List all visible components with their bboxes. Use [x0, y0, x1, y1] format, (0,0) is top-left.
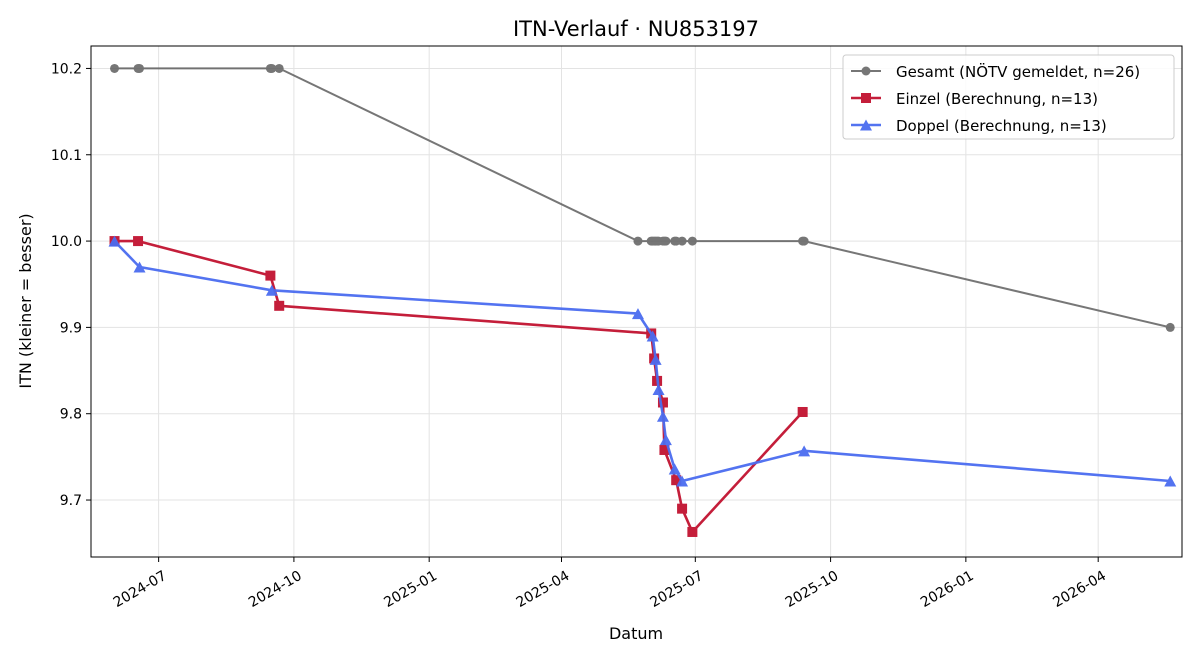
- data-point-gesamt: [799, 236, 809, 246]
- legend-item-einzel: [851, 93, 881, 103]
- legend-item-doppel: [851, 119, 881, 131]
- data-point-einzel: [133, 236, 144, 247]
- data-point-gesamt: [677, 236, 687, 246]
- chart-title: ITN-Verlauf · NU853197: [513, 17, 759, 41]
- series-gesamt: [110, 63, 1175, 332]
- x-axis-label: Datum: [609, 624, 663, 643]
- legend-label-doppel: Doppel (Berechnung, n=13): [896, 117, 1107, 135]
- data-point-gesamt: [687, 236, 697, 246]
- y-tick-label: 10.0: [51, 234, 82, 250]
- data-point-einzel: [265, 270, 276, 281]
- data-point-doppel: [649, 353, 662, 365]
- data-point-doppel: [659, 434, 672, 446]
- legend-item-gesamt: [851, 66, 881, 76]
- data-point-gesamt: [135, 63, 145, 73]
- y-tick-label: 9.9: [60, 320, 82, 336]
- data-point-einzel: [687, 526, 698, 537]
- y-tick-label: 10.2: [51, 61, 82, 77]
- data-point-einzel: [274, 300, 285, 311]
- data-point-gesamt: [274, 63, 284, 73]
- legend-box: [842, 54, 1175, 140]
- data-point-einzel: [657, 397, 668, 408]
- data-point-gesamt: [267, 63, 277, 73]
- legend-marker-einzel: [861, 93, 871, 103]
- data-point-doppel: [646, 330, 659, 342]
- data-point-doppel: [265, 284, 278, 296]
- y-tick-label: 10.1: [51, 148, 82, 164]
- series-layer: [108, 63, 1177, 537]
- legend-label-gesamt: Gesamt (NÖTV gemeldet, n=26): [896, 62, 1140, 81]
- data-point-doppel: [652, 384, 665, 396]
- y-tick-label: 9.8: [60, 407, 82, 423]
- legend-marker-gesamt: [861, 66, 871, 76]
- data-point-einzel: [677, 503, 688, 514]
- data-point-doppel: [676, 475, 689, 487]
- data-point-gesamt: [110, 63, 120, 73]
- data-point-einzel: [659, 444, 670, 455]
- data-point-einzel: [671, 475, 682, 486]
- plot-frame: [90, 45, 1183, 558]
- data-point-gesamt: [661, 236, 671, 246]
- data-point-doppel: [1164, 475, 1177, 487]
- data-point-gesamt: [1165, 322, 1175, 332]
- data-point-doppel: [133, 261, 146, 273]
- legend: Gesamt (NÖTV gemeldet, n=26) Einzel (Bere…: [842, 54, 1175, 140]
- y-axis-label: ITN (kleiner = besser): [16, 213, 35, 388]
- data-point-doppel: [656, 410, 669, 422]
- legend-label-einzel: Einzel (Berechnung, n=13): [896, 90, 1098, 108]
- series-doppel: [108, 235, 1177, 487]
- data-point-doppel: [631, 308, 644, 320]
- data-point-gesamt: [633, 236, 643, 246]
- data-point-doppel: [798, 445, 811, 457]
- legend-marker-doppel: [860, 119, 872, 131]
- data-point-doppel: [108, 235, 121, 247]
- data-point-doppel: [668, 463, 681, 475]
- data-point-einzel: [797, 406, 808, 417]
- y-tick-label: 9.7: [60, 493, 82, 509]
